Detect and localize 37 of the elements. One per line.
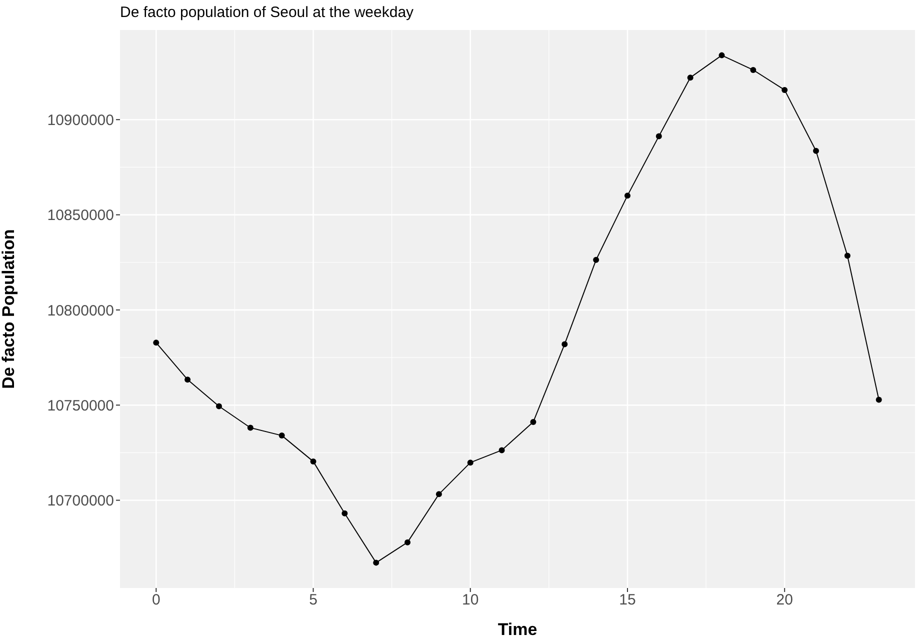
point xyxy=(404,539,411,546)
y-tick-label: 10800000 xyxy=(47,302,114,320)
y-tick-label: 10850000 xyxy=(47,207,114,224)
point xyxy=(184,376,191,383)
point xyxy=(278,432,285,439)
point xyxy=(436,491,442,498)
point xyxy=(153,340,160,346)
x-tick-label: 10 xyxy=(462,592,479,609)
point xyxy=(813,148,820,154)
x-axis-title: Time xyxy=(498,620,538,637)
point xyxy=(876,396,882,403)
point xyxy=(593,256,600,263)
x-tick-label: 5 xyxy=(309,592,318,609)
point xyxy=(373,560,380,566)
point xyxy=(844,252,850,259)
point xyxy=(310,458,316,464)
y-tick-label: 10750000 xyxy=(47,397,114,414)
point xyxy=(624,192,630,199)
y-tick-label: 10900000 xyxy=(47,112,114,129)
y-axis-title: De facto Population xyxy=(0,229,18,389)
x-tick-label: 15 xyxy=(619,592,636,609)
point xyxy=(656,133,662,140)
x-tick-label: 0 xyxy=(152,592,160,609)
point xyxy=(562,341,568,348)
point xyxy=(342,510,348,516)
point xyxy=(498,447,505,454)
x-tick-label: 20 xyxy=(776,592,793,609)
point xyxy=(750,66,756,73)
point xyxy=(216,403,222,410)
point xyxy=(782,86,788,93)
point xyxy=(467,460,474,466)
point xyxy=(718,52,725,58)
y-tick-label: 10700000 xyxy=(47,492,114,510)
point xyxy=(687,74,694,81)
point xyxy=(530,419,536,426)
chart-title: De facto population of Seoul at the weekday xyxy=(120,4,414,21)
point xyxy=(247,424,254,431)
